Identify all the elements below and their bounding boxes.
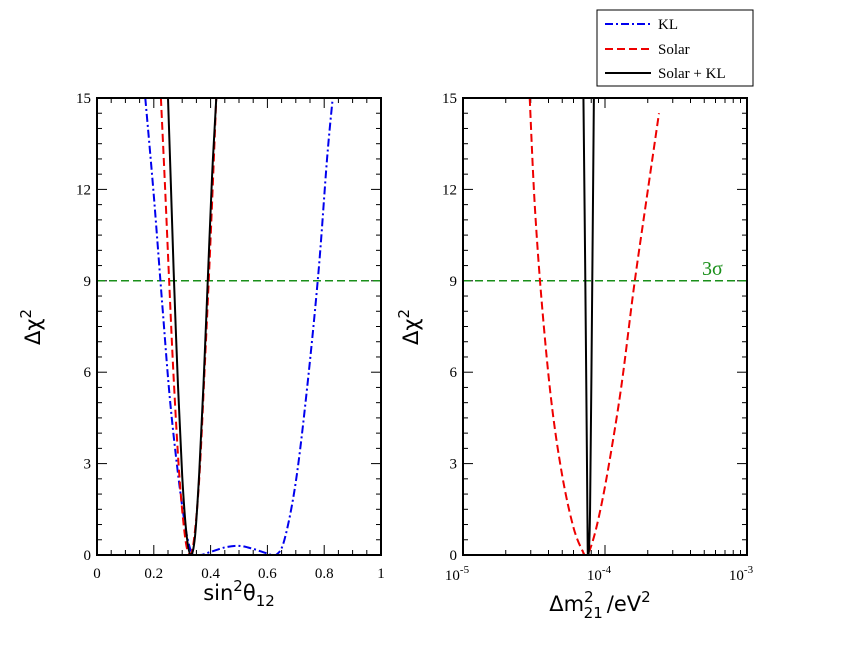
legend-label-solar-kl: Solar + KL: [658, 66, 726, 82]
left-x-axis-title: sin2θ12: [203, 577, 275, 610]
right-x-axis-sup: 2: [584, 588, 594, 606]
series-kl-left: [144, 98, 334, 555]
y-tick-label-right: 12: [442, 182, 457, 198]
right-x-axis-title: Δm2 21/eV2: [549, 588, 650, 622]
y-tick-label-left: 0: [84, 548, 92, 564]
y-tick-label-right: 9: [450, 274, 458, 290]
y-tick-label-left: 9: [84, 274, 92, 290]
series-solar-right: [528, 98, 660, 555]
left-x-axis-base: sin: [203, 581, 233, 605]
right-x-axis-base: Δm: [549, 592, 584, 616]
x-tick-label-left: 0.2: [144, 566, 163, 582]
left-ticks: [96, 97, 382, 556]
x-tick-label-left: 0.4: [201, 566, 220, 582]
left-x-axis-theta: θ: [243, 581, 256, 605]
left-plot-frame: [96, 97, 382, 556]
left-tick-labels: 0 3 6 9 12 15 0 0.2 0.4 0.6 0.8 1: [76, 91, 385, 582]
series-solar-left: [159, 98, 218, 555]
left-y-axis-delta: Δχ: [21, 319, 45, 346]
x-tick-exponent-right: -4: [602, 564, 612, 576]
right-y-axis-delta: Δχ: [399, 319, 423, 346]
y-tick-label-right: 6: [450, 365, 458, 381]
x-tick-label-left: 0: [93, 566, 101, 582]
right-plot-frame: [462, 97, 748, 556]
x-tick-exponent-right: -3: [744, 564, 754, 576]
y-tick-label-left: 15: [76, 91, 91, 107]
x-tick-label-left: 0.6: [258, 566, 277, 582]
left-y-axis-title: Δχ2: [17, 309, 45, 345]
x-tick-label-left: 1: [377, 566, 385, 582]
series-solar-kl-right: [582, 98, 595, 555]
legend-label-solar: Solar: [658, 42, 690, 58]
right-ticks: [462, 97, 747, 556]
series-solar-kl-left: [167, 98, 218, 555]
x-tick-label-right: 10-4: [587, 564, 612, 584]
left-x-axis-sub: 12: [256, 592, 275, 610]
right-3sigma-label: 3σ: [702, 258, 723, 280]
y-tick-label-right: 0: [450, 548, 458, 564]
right-x-axis-unit: /eV: [607, 592, 642, 616]
y-tick-label-left: 12: [76, 182, 91, 198]
x-tick-label-right: 10-5: [445, 564, 470, 584]
x-tick-label-right: 10-3: [729, 564, 754, 584]
y-tick-label-left: 6: [84, 365, 92, 381]
right-x-axis-unit-sup: 2: [641, 588, 651, 606]
x-tick-exponent-right: -5: [460, 564, 470, 576]
x-tick-label-left: 0.8: [315, 566, 334, 582]
y-tick-label-left: 3: [84, 457, 92, 473]
left-x-axis-sup: 2: [233, 577, 243, 595]
y-tick-label-right: 15: [442, 91, 457, 107]
right-x-axis-sub: 21: [584, 604, 603, 622]
left-curves: [144, 98, 334, 555]
left-y-axis-sup: 2: [17, 309, 35, 319]
right-tick-labels: 0 3 6 9 12 15 10-5 10-4 10-3: [442, 91, 754, 584]
y-tick-label-right: 3: [450, 457, 458, 473]
legend-label-kl: KL: [658, 17, 678, 33]
right-curves: [528, 98, 660, 555]
right-y-axis-title: Δχ2: [395, 309, 423, 345]
legend: KL Solar Solar + KL: [596, 9, 754, 87]
right-y-axis-sup: 2: [395, 309, 413, 319]
